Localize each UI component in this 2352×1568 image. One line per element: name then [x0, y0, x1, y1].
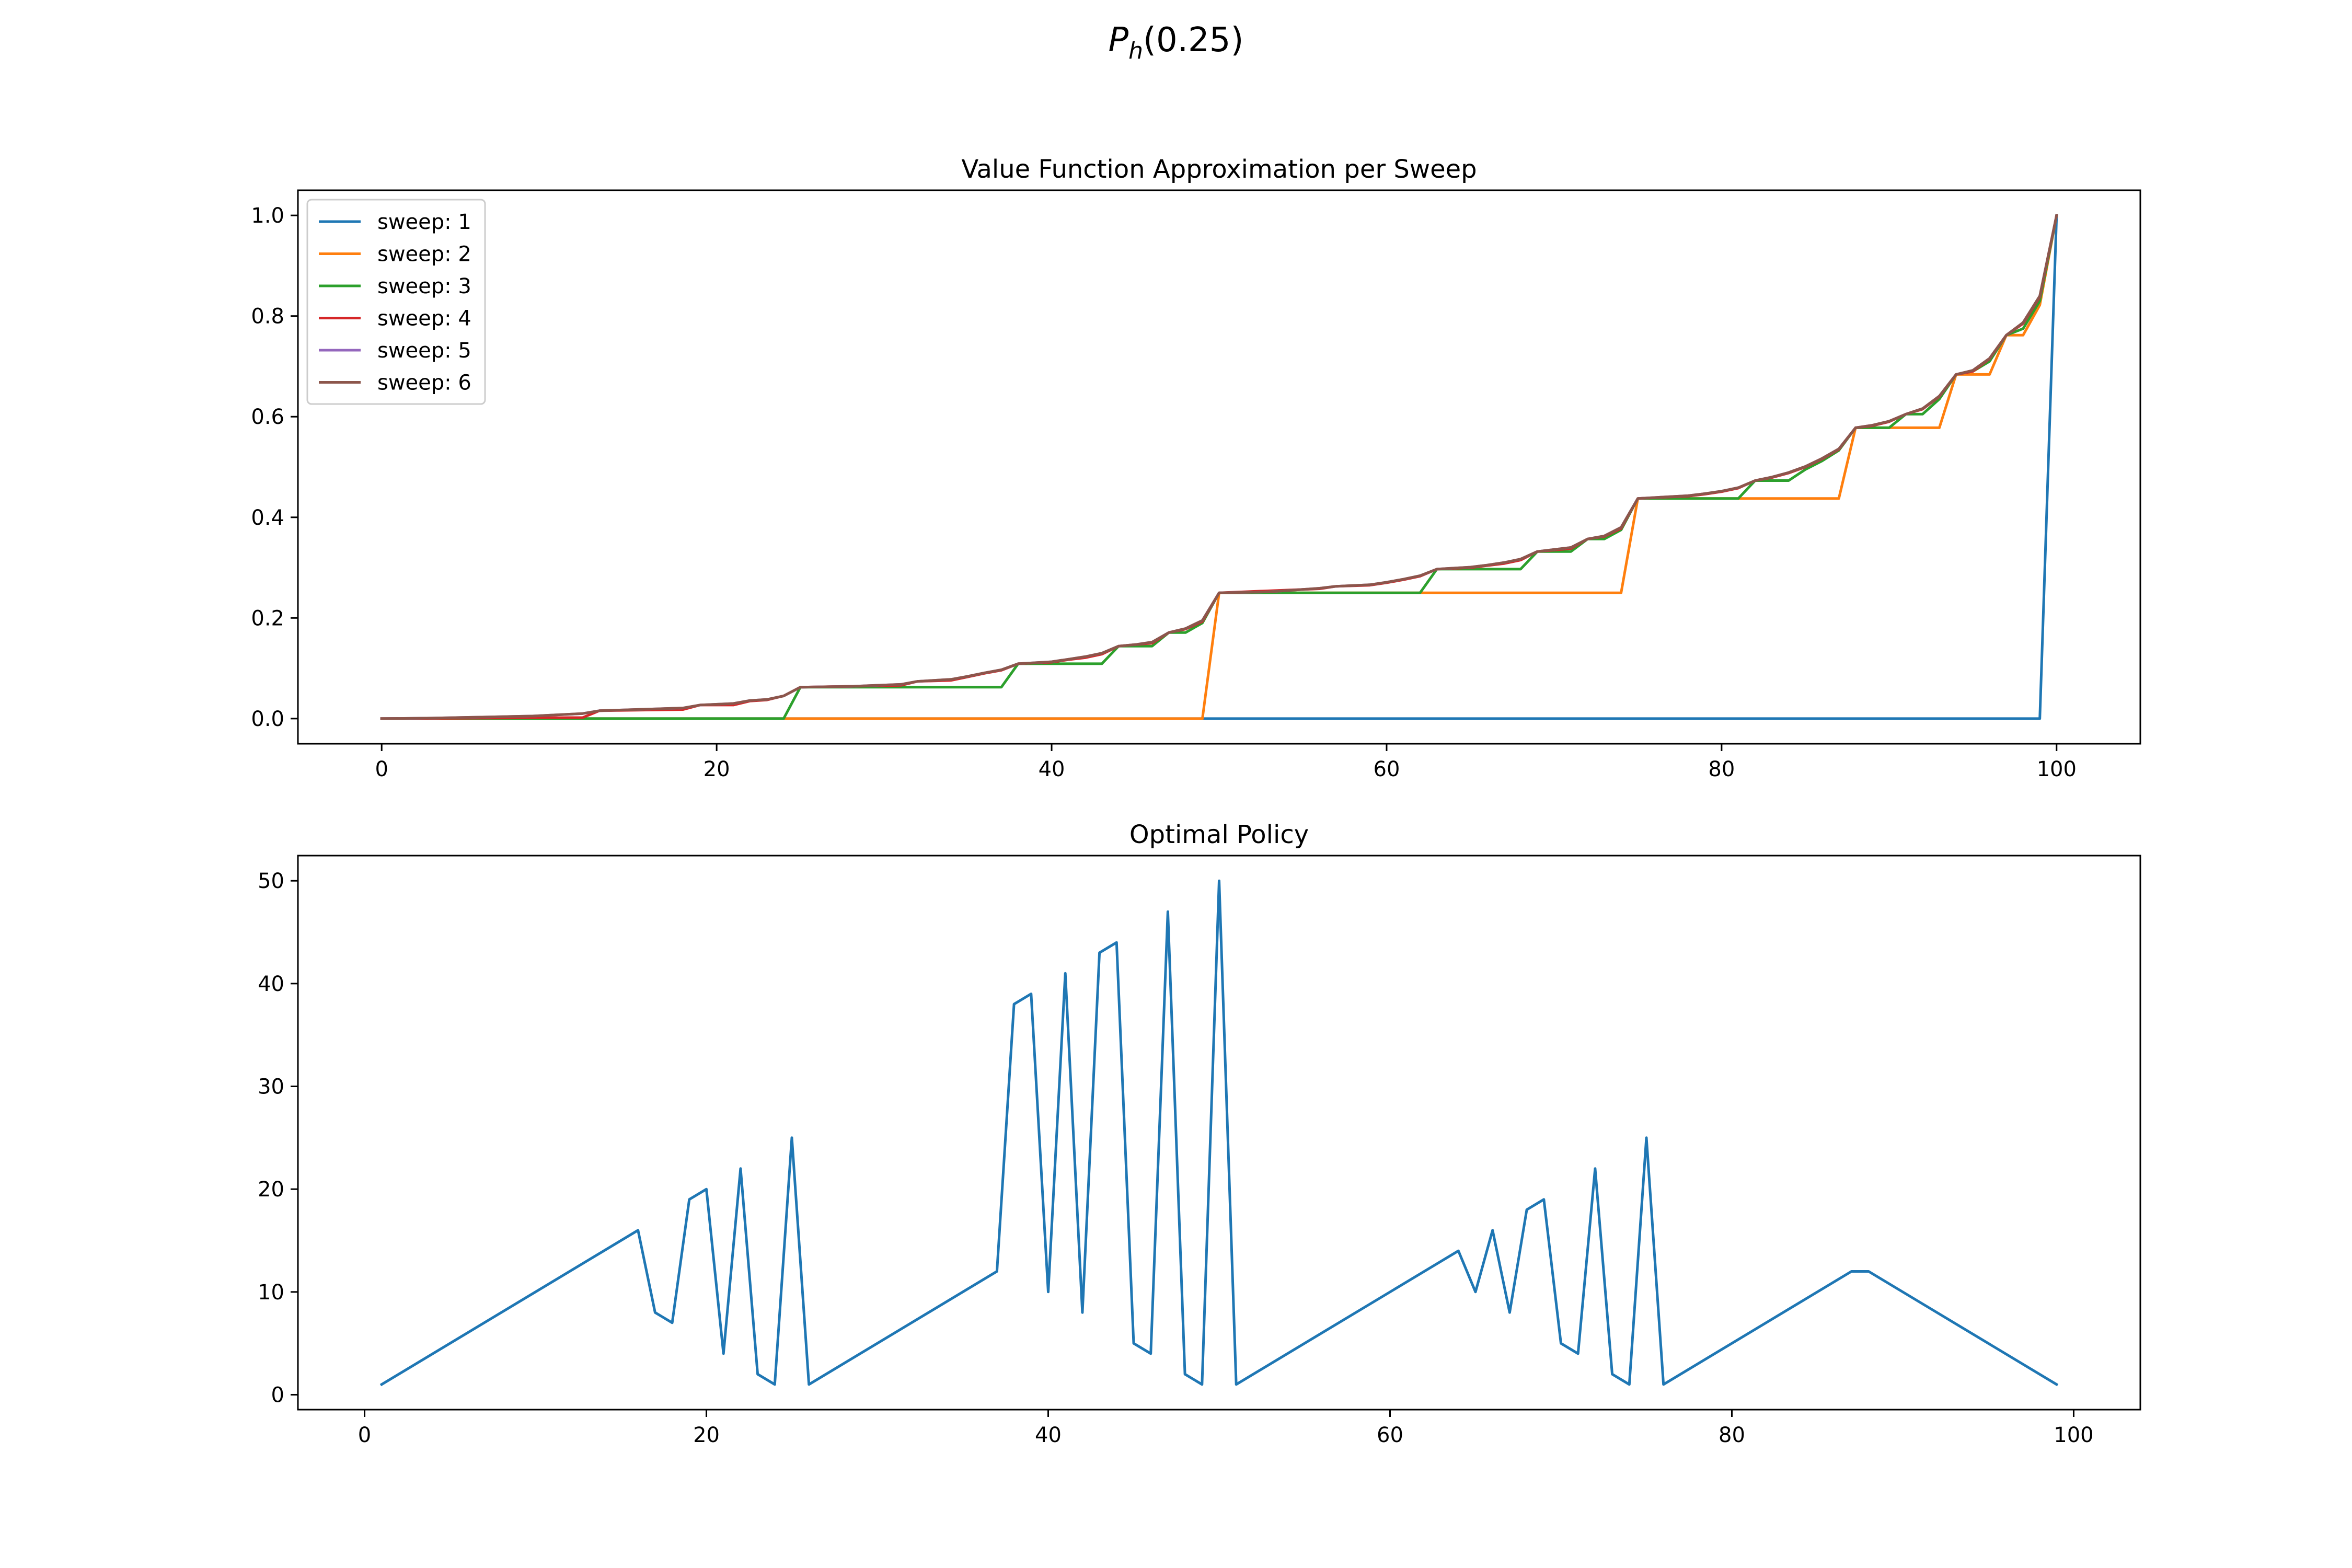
legend: sweep: 1 sweep: 2 sweep: 3 sweep: 4 sweep: 5… [306, 199, 486, 405]
x-tick-label-1-4: 80 [1719, 1423, 1745, 1447]
optimal-policy-chart: Optimal Policy 0 20 40 60 80 100 0 10 20 30 40 50 [258, 820, 2141, 1447]
chart-title-0: Value Function Approximation per Sweep [961, 155, 1477, 184]
legend-label-1: sweep: 2 [377, 243, 471, 267]
legend-label-0: sweep: 1 [377, 210, 471, 234]
x-tick-label-0-4: 80 [1708, 757, 1735, 781]
x-tick-label-1-2: 40 [1035, 1423, 1062, 1447]
legend-label-2: sweep: 3 [377, 274, 471, 298]
legend-label-5: sweep: 6 [377, 371, 471, 395]
legend-label-4: sweep: 5 [377, 339, 471, 363]
y-tick-label-1-1: 10 [258, 1281, 284, 1305]
figure-title: Ph(0.25) [0, 21, 2352, 64]
x-tick-label-0-0: 0 [375, 757, 388, 781]
y-tick-label-0-4: 0.8 [251, 305, 284, 329]
y-tick-label-0-5: 1.0 [251, 204, 284, 228]
y-tick-label-0-0: 0.0 [251, 707, 284, 731]
plot-area-0 [297, 189, 2141, 745]
plot-area-1 [297, 855, 2141, 1411]
x-tick-label-1-0: 0 [358, 1423, 371, 1447]
x-tick-label-1-5: 100 [2054, 1423, 2093, 1447]
y-tick-label-1-3: 30 [258, 1075, 284, 1099]
x-tick-label-1-3: 60 [1377, 1423, 1403, 1447]
series-line-0-5 [380, 214, 2058, 720]
x-tick-label-1-1: 20 [693, 1423, 720, 1447]
chart-title-1: Optimal Policy [1129, 820, 1309, 849]
figure-title-symbol: P [1108, 21, 1129, 60]
figure-title-subscript: h [1128, 37, 1144, 64]
y-tick-label-1-2: 20 [258, 1178, 284, 1202]
y-tick-label-1-5: 50 [258, 869, 284, 893]
x-tick-label-0-3: 60 [1374, 757, 1400, 781]
y-tick-label-0-2: 0.4 [251, 506, 284, 530]
y-tick-label-0-1: 0.2 [251, 606, 284, 630]
y-tick-label-1-4: 40 [258, 972, 284, 996]
y-tick-label-0-3: 0.6 [251, 405, 284, 429]
legend-box [306, 199, 486, 405]
value-function-chart: Value Function Approximation per Sweep 0 2… [251, 155, 2141, 781]
figure-title-value: (0.25) [1143, 21, 1244, 60]
x-tick-label-0-1: 20 [704, 757, 730, 781]
legend-label-3: sweep: 4 [377, 307, 471, 331]
x-tick-label-0-2: 40 [1039, 757, 1065, 781]
series-line-1-0 [379, 879, 2059, 1387]
x-tick-label-0-5: 100 [2037, 757, 2077, 781]
y-tick-label-1-0: 0 [271, 1383, 284, 1407]
